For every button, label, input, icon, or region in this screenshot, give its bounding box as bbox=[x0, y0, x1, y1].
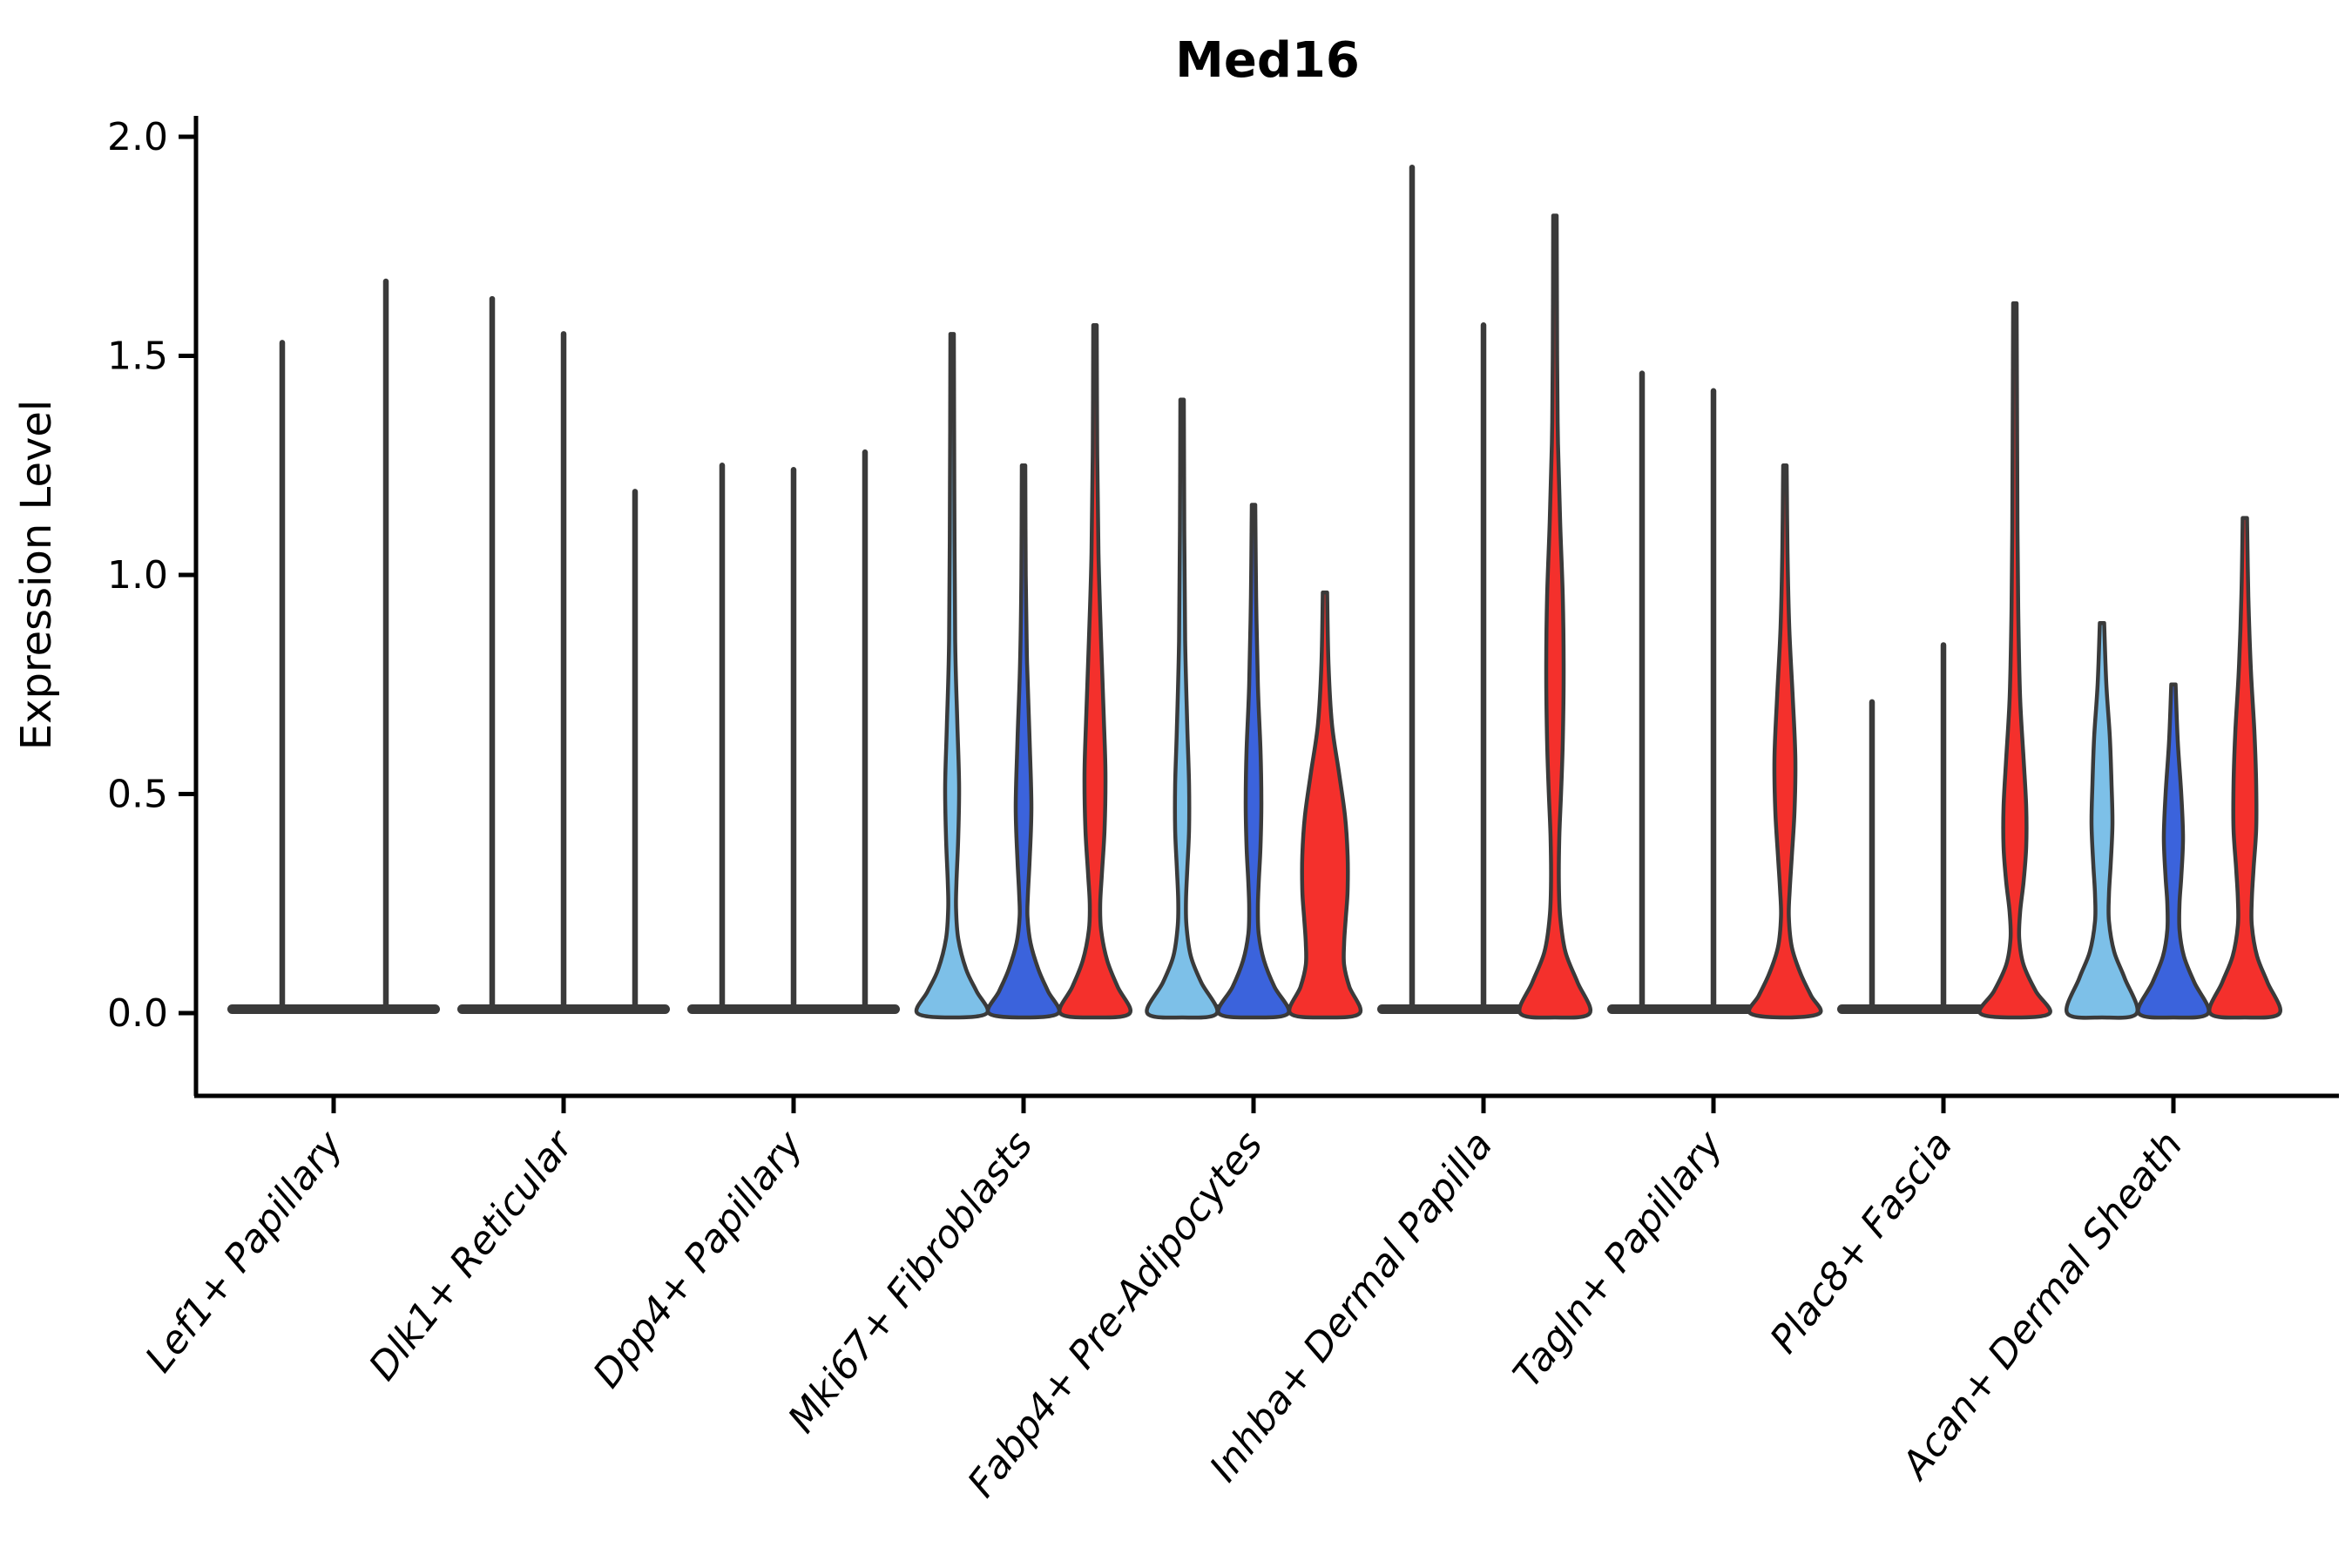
violin-group bbox=[1837, 301, 2052, 1020]
violin-body bbox=[914, 332, 990, 1020]
violin-body bbox=[1057, 323, 1133, 1020]
plot-title: Med16 bbox=[1175, 32, 1360, 89]
violin-body bbox=[2064, 621, 2140, 1020]
violin-body bbox=[2136, 682, 2211, 1020]
violin-group bbox=[1377, 164, 1593, 1020]
x-tick-label: Dlk1+ Reticular bbox=[361, 1121, 584, 1389]
x-tick-label: Lef1+ Papillary bbox=[137, 1123, 352, 1381]
violin-group bbox=[914, 323, 1133, 1020]
violin-body bbox=[1747, 463, 1823, 1020]
violin-group bbox=[687, 449, 900, 1014]
violin-body bbox=[1216, 503, 1291, 1020]
violin-group bbox=[1607, 370, 1823, 1020]
violin-group bbox=[457, 295, 670, 1014]
y-tick-label: 0.0 bbox=[107, 991, 168, 1036]
violin-group bbox=[227, 278, 440, 1014]
y-axis-label: Expression Level bbox=[12, 400, 61, 751]
x-tick-label: Tagln+ Papillary bbox=[1504, 1123, 1732, 1396]
y-tick-label: 2.0 bbox=[107, 115, 168, 159]
y-tick-label: 1.0 bbox=[107, 553, 168, 598]
group-zero-pancake bbox=[227, 1004, 440, 1014]
y-tick-label: 1.5 bbox=[107, 335, 168, 379]
x-tick-label: Mki67+ Fibroblasts bbox=[780, 1123, 1042, 1441]
x-tick-label: Plac8+ Fascia bbox=[1761, 1123, 1961, 1362]
violin-group bbox=[1145, 397, 1363, 1020]
violin-body bbox=[1977, 301, 2052, 1020]
x-tick-label: Dpp4+ Papillary bbox=[585, 1123, 812, 1396]
y-tick-label: 0.5 bbox=[107, 773, 168, 817]
violin-body bbox=[2207, 516, 2283, 1020]
violin-body bbox=[1287, 590, 1363, 1020]
violin-body bbox=[1517, 213, 1593, 1020]
violin-body bbox=[985, 463, 1062, 1020]
violin-layer bbox=[227, 164, 2283, 1020]
violin-group bbox=[2064, 516, 2283, 1020]
violin-body bbox=[1145, 397, 1220, 1020]
